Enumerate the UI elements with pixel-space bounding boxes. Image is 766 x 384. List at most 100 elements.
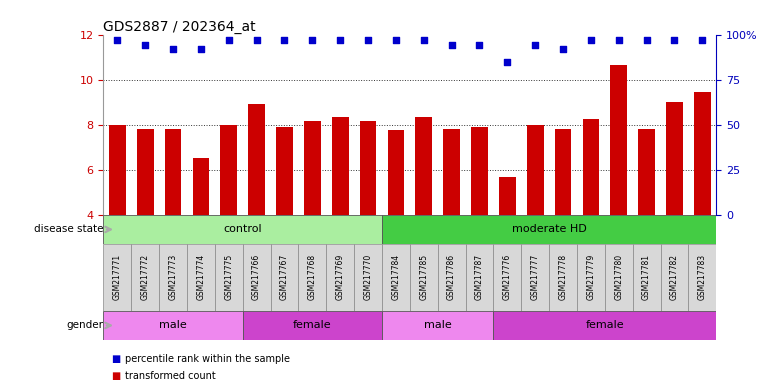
Bar [382, 215, 716, 244]
Text: GSM217778: GSM217778 [558, 254, 568, 300]
Text: GSM217771: GSM217771 [113, 254, 122, 300]
Point [306, 37, 319, 43]
Text: ■: ■ [111, 371, 120, 381]
Bar [555, 129, 571, 215]
Text: GSM217775: GSM217775 [224, 254, 234, 300]
Point [473, 41, 486, 48]
Text: GSM217783: GSM217783 [698, 254, 707, 300]
Bar [221, 125, 237, 215]
Bar [493, 311, 716, 340]
Bar [192, 157, 209, 215]
Text: GSM217766: GSM217766 [252, 254, 261, 300]
Bar [388, 131, 404, 215]
Bar [410, 244, 437, 311]
Point [223, 37, 235, 43]
Text: female: female [585, 320, 624, 331]
Bar [276, 127, 293, 215]
Bar [165, 129, 182, 215]
Point [446, 41, 458, 48]
Text: male: male [424, 320, 451, 331]
Text: transformed count: transformed count [125, 371, 215, 381]
Text: GSM217768: GSM217768 [308, 254, 317, 300]
Text: male: male [159, 320, 187, 331]
Bar [415, 117, 432, 215]
Bar [360, 121, 376, 215]
Bar [270, 244, 299, 311]
Bar [471, 127, 488, 215]
Text: percentile rank within the sample: percentile rank within the sample [125, 354, 290, 364]
Point [111, 37, 123, 43]
Bar [549, 244, 577, 311]
Bar [499, 177, 516, 215]
Point [613, 37, 625, 43]
Bar [103, 215, 382, 244]
Text: GSM217774: GSM217774 [196, 254, 205, 300]
Text: GSM217781: GSM217781 [642, 254, 651, 300]
Text: GSM217787: GSM217787 [475, 254, 484, 300]
Bar [214, 244, 243, 311]
Bar [248, 104, 265, 215]
Text: moderate HD: moderate HD [512, 224, 587, 235]
Text: disease state: disease state [34, 224, 103, 235]
Point [195, 46, 207, 52]
Bar [493, 244, 521, 311]
Text: GSM217770: GSM217770 [364, 254, 372, 300]
Bar [666, 102, 683, 215]
Point [167, 46, 179, 52]
Bar [577, 244, 605, 311]
Text: control: control [224, 224, 262, 235]
Bar [159, 244, 187, 311]
Text: GSM217773: GSM217773 [169, 254, 178, 300]
Bar [382, 244, 410, 311]
Point [278, 37, 290, 43]
Bar [605, 244, 633, 311]
Bar [611, 65, 627, 215]
Bar [521, 244, 549, 311]
Bar [444, 129, 460, 215]
Bar [660, 244, 689, 311]
Text: GSM217777: GSM217777 [531, 254, 540, 300]
Point [334, 37, 346, 43]
Text: female: female [293, 320, 332, 331]
Point [417, 37, 430, 43]
Point [390, 37, 402, 43]
Bar [131, 244, 159, 311]
Bar [299, 244, 326, 311]
Bar [633, 244, 660, 311]
Bar [689, 244, 716, 311]
Bar [466, 244, 493, 311]
Bar [103, 311, 243, 340]
Bar [382, 311, 493, 340]
Text: GDS2887 / 202364_at: GDS2887 / 202364_at [103, 20, 256, 33]
Point [139, 41, 152, 48]
Text: GSM217779: GSM217779 [586, 254, 595, 300]
Bar [437, 244, 466, 311]
Bar [694, 92, 711, 215]
Point [557, 46, 569, 52]
Point [529, 41, 542, 48]
Bar [137, 129, 153, 215]
Bar [243, 244, 270, 311]
Bar [332, 117, 349, 215]
Bar [243, 311, 382, 340]
Bar [304, 121, 321, 215]
Point [584, 37, 597, 43]
Text: GSM217785: GSM217785 [419, 254, 428, 300]
Bar [582, 119, 599, 215]
Bar [638, 129, 655, 215]
Text: ■: ■ [111, 354, 120, 364]
Bar [527, 125, 544, 215]
Bar [109, 125, 126, 215]
Text: GSM217776: GSM217776 [502, 254, 512, 300]
Bar [354, 244, 382, 311]
Point [640, 37, 653, 43]
Text: GSM217772: GSM217772 [141, 254, 149, 300]
Bar [103, 244, 131, 311]
Point [501, 58, 513, 65]
Text: GSM217782: GSM217782 [670, 254, 679, 300]
Text: GSM217767: GSM217767 [280, 254, 289, 300]
Point [362, 37, 374, 43]
Bar [326, 244, 354, 311]
Text: GSM217784: GSM217784 [391, 254, 401, 300]
Text: GSM217769: GSM217769 [336, 254, 345, 300]
